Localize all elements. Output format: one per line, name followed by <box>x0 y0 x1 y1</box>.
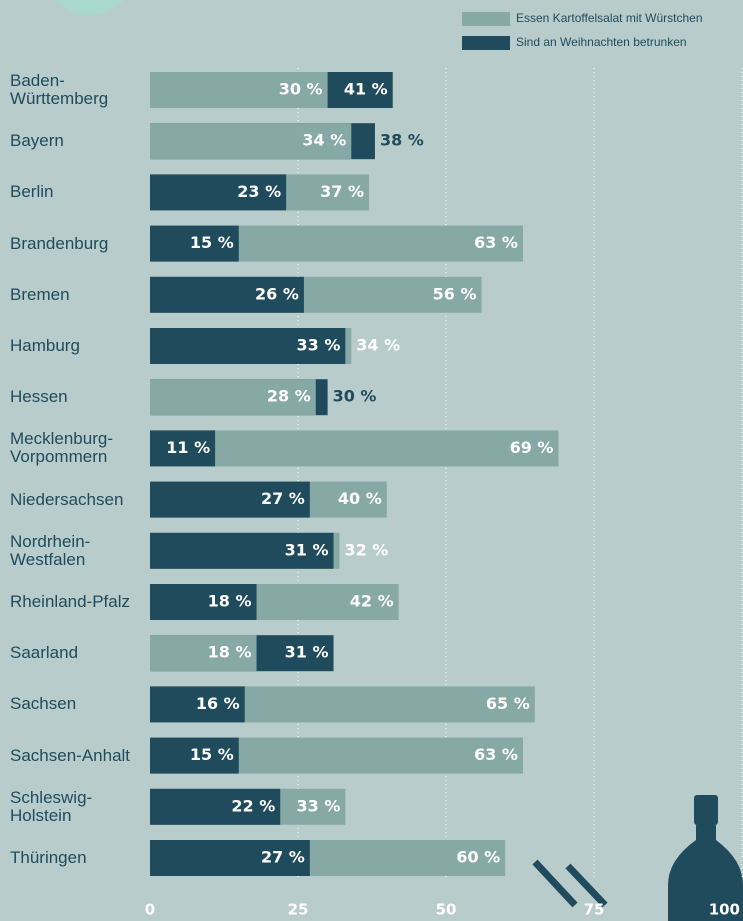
x-tick-label: 75 <box>584 901 605 919</box>
category-label: Brandenburg <box>10 235 142 253</box>
value-label: 27 % <box>261 489 305 508</box>
legend-swatch <box>462 36 510 50</box>
value-label: 15 % <box>190 745 234 764</box>
value-label: 18 % <box>208 592 252 611</box>
value-label: 16 % <box>196 694 240 713</box>
x-tick-label: 50 <box>436 901 457 919</box>
category-label: Nordrhein-Westfalen <box>10 533 142 569</box>
x-tick-label: 25 <box>288 901 309 919</box>
value-label: 11 % <box>166 438 210 457</box>
x-tick-label: 100 <box>709 901 740 919</box>
value-label: 34 % <box>356 336 400 355</box>
value-label: 63 % <box>474 745 518 764</box>
value-label: 56 % <box>433 284 477 303</box>
value-label: 31 % <box>285 643 329 662</box>
value-label: 69 % <box>510 438 554 457</box>
decor-circle <box>45 0 135 15</box>
category-label: Baden-Württemberg <box>10 72 142 108</box>
value-label: 33 % <box>296 796 340 815</box>
category-label: Saarland <box>10 644 142 662</box>
value-label: 28 % <box>267 387 311 406</box>
value-label: 18 % <box>208 643 252 662</box>
legend-swatch <box>462 12 510 26</box>
category-label: Mecklenburg-Vorpommern <box>10 430 142 466</box>
legend-label: Essen Kartoffelsalat mit Würstchen <box>516 11 703 25</box>
category-label: Hessen <box>10 388 142 406</box>
value-label: 65 % <box>486 694 530 713</box>
value-label: 15 % <box>190 233 234 252</box>
page: 0 25 50 75 100 Essen Kartoffelsalat mit Würst… <box>0 0 743 921</box>
category-label: Schleswig-Holstein <box>10 789 142 825</box>
value-label: 37 % <box>320 182 364 201</box>
category-label: Bremen <box>10 286 142 304</box>
value-label: 63 % <box>474 233 518 252</box>
value-label: 33 % <box>296 336 340 355</box>
value-label: 30 % <box>333 387 377 406</box>
value-label: 41 % <box>344 80 388 99</box>
category-label: Hamburg <box>10 337 142 355</box>
value-label: 32 % <box>344 540 388 559</box>
category-label: Niedersachsen <box>10 491 142 509</box>
value-label: 42 % <box>350 592 394 611</box>
value-label: 31 % <box>285 540 329 559</box>
value-label: 27 % <box>261 848 305 867</box>
category-label: Sachsen-Anhalt <box>10 747 142 765</box>
category-label: Rheinland-Pfalz <box>10 593 142 611</box>
value-label: 23 % <box>237 182 281 201</box>
value-label: 26 % <box>255 284 299 303</box>
category-label: Berlin <box>10 183 142 201</box>
value-label: 40 % <box>338 489 382 508</box>
category-label: Thüringen <box>10 849 142 867</box>
category-label: Sachsen <box>10 695 142 713</box>
value-label: 22 % <box>231 796 275 815</box>
value-label: 60 % <box>456 848 500 867</box>
value-label: 30 % <box>279 80 323 99</box>
value-label: 34 % <box>302 131 346 150</box>
x-tick-label: 0 <box>145 901 155 919</box>
legend-label: Sind an Weihnachten betrunken <box>516 35 687 49</box>
value-label: 38 % <box>380 131 424 150</box>
category-label: Bayern <box>10 132 142 150</box>
